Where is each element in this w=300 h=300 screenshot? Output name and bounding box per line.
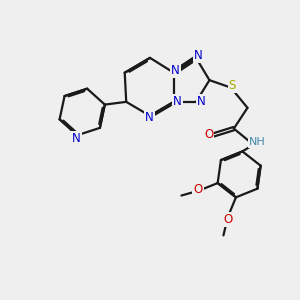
Text: N: N bbox=[72, 132, 81, 145]
Text: O: O bbox=[194, 183, 203, 196]
Text: N: N bbox=[145, 111, 154, 124]
Text: S: S bbox=[229, 79, 236, 92]
Text: N: N bbox=[194, 49, 202, 62]
Text: NH: NH bbox=[249, 137, 266, 147]
Text: N: N bbox=[171, 64, 180, 77]
Text: O: O bbox=[224, 213, 233, 226]
Text: O: O bbox=[204, 128, 213, 141]
Text: N: N bbox=[196, 95, 205, 108]
Text: N: N bbox=[173, 95, 182, 108]
